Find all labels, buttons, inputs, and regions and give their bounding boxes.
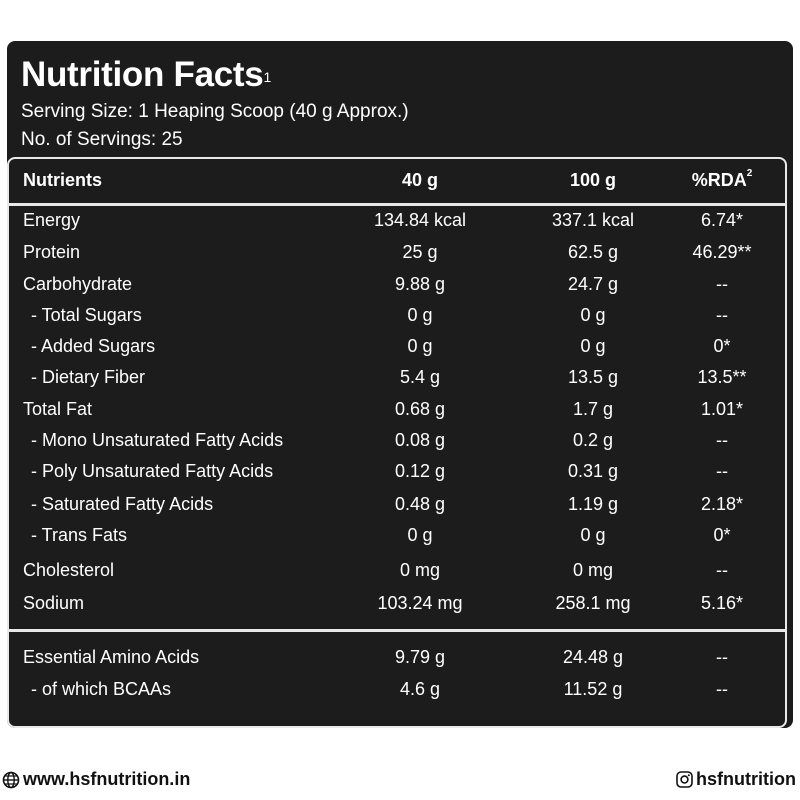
header-nutrients: Nutrients [23,170,103,190]
value-100g: 0 mg [572,560,614,580]
value-rda: 2.18* [700,494,744,514]
value-rda: 46.29** [692,242,752,262]
nutrient-name: - Saturated Fatty Acids [31,494,214,514]
nutrient-name: - of which BCAAs [31,679,172,699]
nutrition-facts-panel: Nutrition Facts1 Serving Size: 1 Heaping… [7,41,793,728]
value-40g: 25 g [402,242,438,262]
nutrient-name: - Trans Fats [31,525,128,545]
table-row: - Mono Unsaturated Fatty Acids 0.08 g 0.2 … [9,426,785,457]
table-row: - Trans Fats 0 g 0 g 0* [9,521,785,552]
nutrient-name: - Added Sugars [31,336,156,356]
value-rda: -- [716,430,728,450]
value-100g: 0.2 g [572,430,614,450]
header-100g: 100 g [569,170,617,190]
website-text: www.hsfnutrition.in [23,769,191,789]
value-100g: 0 g [580,525,606,545]
value-rda: -- [716,560,728,580]
value-100g: 0 g [580,336,606,356]
title-block: Nutrition Facts1 Serving Size: 1 Heaping… [21,55,409,154]
value-40g: 9.79 g [394,647,446,667]
value-40g: 5.4 g [399,367,441,387]
table-row: - Total Sugars 0 g 0 g -- [9,301,785,332]
serving-size: Serving Size: 1 Heaping Scoop (40 g Appr… [21,101,409,122]
nutrient-name: Total Fat [23,399,93,419]
value-100g: 1.19 g [567,494,619,514]
nutrient-name: Carbohydrate [23,274,133,294]
value-100g: 0.31 g [567,461,619,481]
nutrient-name: Energy [23,210,81,230]
table-row: Energy 134.84 kcal 337.1 kcal 6.74* [9,206,785,237]
value-100g: 24.7 g [567,274,619,294]
value-40g: 0.12 g [394,461,446,481]
instagram-link[interactable]: hsfnutrition [676,769,796,790]
value-rda: -- [716,679,728,699]
table-row: - of which BCAAs 4.6 g 11.52 g -- [9,675,785,706]
value-40g: 0 g [407,305,433,325]
nutrient-name: Sodium [23,593,85,613]
header-rda: %RDA2 [667,168,777,191]
table-row: Essential Amino Acids 9.79 g 24.48 g -- [9,643,785,674]
value-100g: 24.48 g [562,647,624,667]
nutrient-name: - Dietary Fiber [31,367,146,387]
value-40g: 0.68 g [394,399,446,419]
value-rda: -- [716,647,728,667]
instagram-text: hsfnutrition [696,769,796,789]
table-row: Protein 25 g 62.5 g 46.29** [9,238,785,269]
value-100g: 1.7 g [572,399,614,419]
title-text: Nutrition Facts [21,55,264,94]
table-row: - Added Sugars 0 g 0 g 0* [9,332,785,363]
table-row: - Poly Unsaturated Fatty Acids 0.12 g 0.31… [9,457,785,488]
value-100g: 337.1 kcal [551,210,635,230]
value-rda: 6.74* [700,210,744,230]
table-row: - Dietary Fiber 5.4 g 13.5 g 13.5** [9,363,785,394]
table-row: Cholesterol 0 mg 0 mg -- [9,556,785,587]
table-row: Sodium 103.24 mg 258.1 mg 5.16* [9,589,785,620]
value-rda: 0* [713,525,731,545]
value-40g: 0 mg [399,560,441,580]
value-40g: 103.24 mg [377,593,463,613]
value-100g: 13.5 g [567,367,619,387]
page-title: Nutrition Facts1 [21,55,409,95]
nutrient-name: - Poly Unsaturated Fatty Acids [31,461,274,481]
value-rda: 0* [713,336,731,356]
value-40g: 134.84 kcal [373,210,467,230]
nutrient-name: - Total Sugars [31,305,142,325]
value-rda: -- [716,461,728,481]
value-40g: 0 g [407,525,433,545]
table-header: Nutrients 40 g 100 g %RDA2 [9,159,785,206]
value-100g: 11.52 g [563,679,623,699]
title-footnote: 1 [263,69,271,85]
table-row: Total Fat 0.68 g 1.7 g 1.01* [9,395,785,426]
value-rda: 5.16* [700,593,744,613]
value-100g: 258.1 mg [555,593,631,613]
value-40g: 4.6 g [399,679,441,699]
value-rda: -- [716,274,728,294]
value-rda: 1.01* [700,399,744,419]
value-40g: 9.88 g [394,274,446,294]
nutrient-name: - Mono Unsaturated Fatty Acids [31,430,284,450]
nutrient-name: Protein [23,242,81,262]
website-link[interactable]: www.hsfnutrition.in [2,769,190,790]
value-rda: -- [716,305,728,325]
footer: www.hsfnutrition.in hsfnutrition [0,765,800,795]
value-40g: 0.08 g [394,430,446,450]
table-row: Carbohydrate 9.88 g 24.7 g -- [9,270,785,301]
value-100g: 0 g [580,305,606,325]
header-40g: 40 g [401,170,439,190]
value-40g: 0.48 g [394,494,446,514]
nutrient-table: Nutrients 40 g 100 g %RDA2 Energy 134.84 … [7,157,787,728]
value-rda: 13.5** [697,367,747,387]
amino-separator [9,629,785,632]
value-40g: 0 g [407,336,433,356]
globe-icon [2,771,20,789]
header-rda-footnote: 2 [746,168,753,179]
nutrient-name: Cholesterol [23,560,115,580]
servings-count: No. of Servings: 25 [21,129,183,150]
nutrient-name: Essential Amino Acids [23,647,200,667]
instagram-icon [676,771,693,788]
table-row: - Saturated Fatty Acids 0.48 g 1.19 g 2.18* [9,490,785,521]
value-100g: 62.5 g [567,242,619,262]
header-rda-label: %RDA [691,170,747,190]
